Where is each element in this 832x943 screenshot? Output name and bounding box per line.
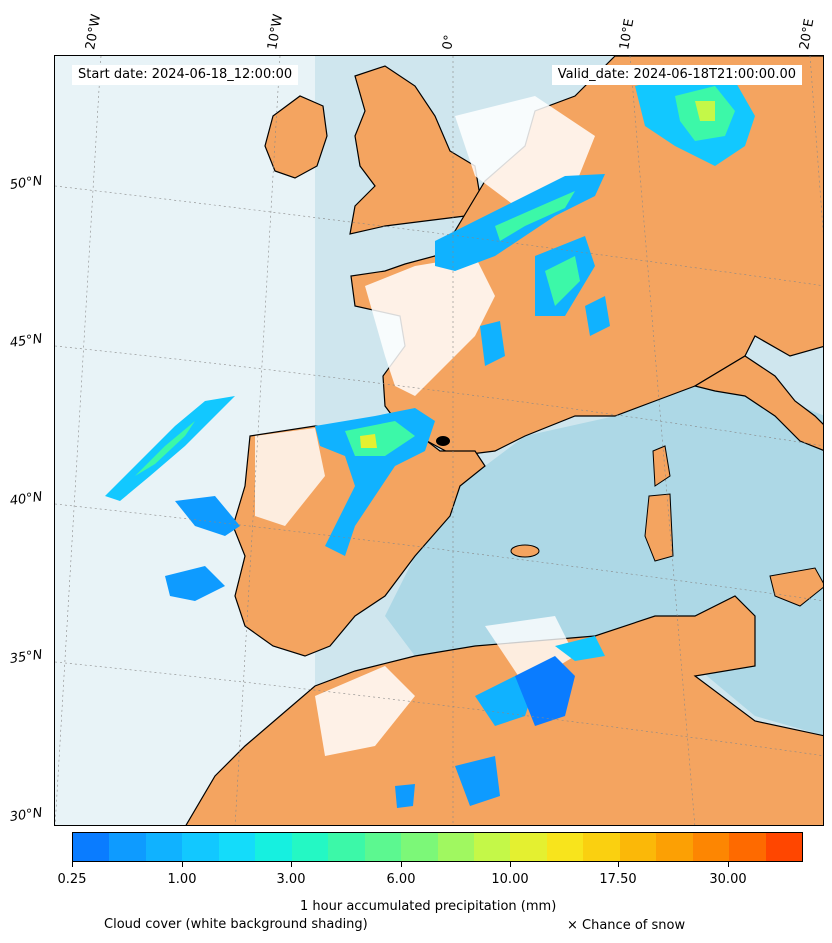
- colorbar-tickmark: [618, 862, 619, 867]
- ireland: [264, 95, 328, 179]
- precipitation-map: [54, 55, 824, 826]
- colorbar-swatch: [510, 833, 547, 861]
- lat-label-50n: 50°N: [8, 173, 44, 193]
- colorbar-tick-label: 6.00: [386, 872, 416, 887]
- colorbar-tick-label: 3.00: [276, 872, 306, 887]
- italy: [693, 355, 823, 451]
- colorbar-tickmark: [72, 862, 73, 867]
- precip-benelux-core: [545, 256, 580, 306]
- precip-alps: [585, 296, 610, 336]
- colorbar-swatch: [473, 833, 511, 861]
- lat-label-45n: 45°N: [8, 331, 44, 351]
- colorbar-title: 1 hour accumulated precipitation (mm): [300, 899, 557, 914]
- colorbar-swatch: [109, 833, 146, 861]
- precip-iberia-sw: [165, 566, 225, 601]
- cloud-cover-legend: Cloud cover (white background shading): [104, 917, 368, 932]
- precip-sahara-2: [395, 784, 415, 808]
- precipitation-colorbar: [72, 832, 803, 862]
- valid-date-label: Valid_date: 2024-06-18T21:00:00.00: [551, 65, 802, 85]
- lon-label-20w: 20°W: [83, 13, 105, 52]
- colorbar-swatch: [546, 833, 584, 861]
- cloud-patch-morocco: [315, 666, 415, 756]
- colorbar-swatch: [182, 833, 219, 861]
- sardinia: [644, 493, 674, 562]
- colorbar-tickmark: [510, 862, 511, 867]
- precip-iberia-west: [175, 496, 240, 536]
- colorbar-swatch: [765, 833, 803, 861]
- colorbar-swatch: [364, 833, 402, 861]
- colorbar-swatch: [145, 833, 183, 861]
- colorbar-tick-label: 30.00: [709, 872, 747, 887]
- colorbar-tick-label: 10.00: [491, 872, 529, 887]
- colorbar-swatch: [583, 833, 620, 861]
- colorbar-tickmark: [728, 862, 729, 867]
- cloud-patch-france: [365, 256, 495, 396]
- colorbar-tick-label: 17.50: [599, 872, 637, 887]
- colorbar-swatch: [437, 833, 474, 861]
- lon-label-20e: 20°E: [797, 17, 818, 52]
- precip-algeria-3: [555, 636, 605, 661]
- precip-sahara: [455, 756, 500, 806]
- colorbar-swatch: [73, 833, 110, 861]
- colorbar-swatch: [619, 833, 657, 861]
- precip-channel-core: [495, 191, 575, 241]
- precip-biscay-peak: [360, 434, 377, 448]
- lon-label-10w: 10°W: [265, 13, 287, 52]
- colorbar-swatch: [692, 833, 730, 861]
- precip-germany-peak: [695, 101, 715, 121]
- colorbar-tick-label: 0.25: [57, 872, 87, 887]
- colorbar-swatch: [656, 833, 693, 861]
- precip-france-mid: [480, 321, 505, 366]
- cloud-patch-iberia: [255, 428, 325, 526]
- great-britain: [349, 65, 481, 235]
- precip-atlantic-core: [135, 421, 195, 476]
- colorbar-tickmark: [291, 862, 292, 867]
- colorbar-tickmark: [401, 862, 402, 867]
- lon-label-10e: 10°E: [617, 17, 638, 52]
- sicily: [769, 567, 823, 607]
- lon-label-0: 0°: [440, 33, 458, 51]
- precip-algeria-2: [515, 656, 575, 726]
- lat-label-35n: 35°N: [8, 647, 44, 667]
- corsica: [652, 445, 671, 487]
- snow-legend: × Chance of snow: [567, 918, 686, 933]
- snow-marker: [436, 436, 450, 446]
- colorbar-swatch: [255, 833, 292, 861]
- lat-label-30n: 30°N: [8, 805, 44, 825]
- balearic-islands: [510, 544, 540, 558]
- colorbar-tick-label: 1.00: [167, 872, 197, 887]
- colorbar-swatch: [218, 833, 256, 861]
- colorbar-swatch: [401, 833, 438, 861]
- lat-label-40n: 40°N: [8, 489, 44, 509]
- start-date-label: Start date: 2024-06-18_12:00:00: [72, 65, 299, 85]
- colorbar-tickmark: [182, 862, 183, 867]
- colorbar-swatch: [729, 833, 766, 861]
- precip-biscay: [315, 408, 435, 556]
- graticule: [55, 56, 823, 825]
- colorbar-swatch: [328, 833, 365, 861]
- colorbar-swatch: [291, 833, 329, 861]
